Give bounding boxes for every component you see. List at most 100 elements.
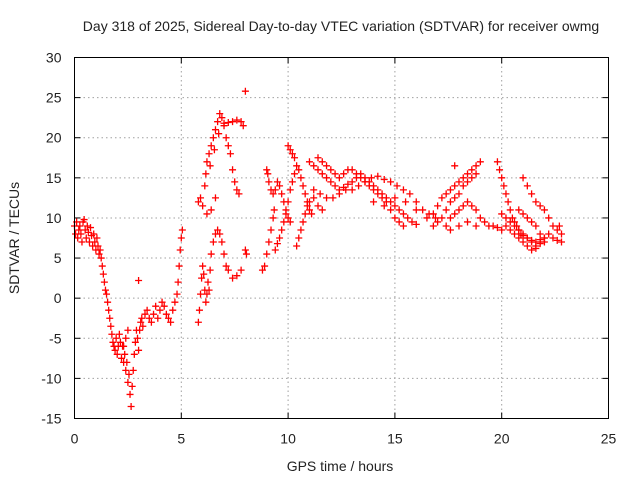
data-point — [271, 246, 279, 254]
data-point — [224, 142, 232, 150]
data-point — [162, 310, 170, 318]
data-point — [229, 166, 237, 174]
data-point — [199, 262, 207, 270]
data-point — [271, 186, 279, 194]
data-point — [519, 230, 527, 238]
data-point — [127, 402, 135, 410]
data-point — [310, 194, 318, 202]
data-point — [323, 194, 331, 202]
data-point — [77, 230, 85, 238]
data-point — [194, 318, 202, 326]
data-point — [446, 214, 454, 222]
data-point — [214, 118, 222, 126]
data-point — [558, 238, 566, 246]
data-point — [242, 250, 250, 258]
data-point — [206, 266, 214, 274]
data-point — [215, 130, 223, 138]
data-point — [207, 250, 215, 258]
data-point — [481, 218, 489, 226]
data-point — [329, 194, 337, 202]
data-point — [201, 182, 209, 190]
data-point — [143, 306, 151, 314]
y-tick-label: 30 — [46, 50, 62, 66]
data-point — [340, 170, 348, 178]
data-point — [211, 194, 219, 202]
data-point — [222, 134, 230, 142]
data-point — [555, 222, 563, 230]
data-point — [75, 226, 83, 234]
data-point — [141, 310, 149, 318]
data-point — [357, 174, 365, 182]
data-point — [549, 234, 557, 242]
data-point — [446, 198, 454, 206]
data-point — [382, 198, 390, 206]
data-point — [464, 198, 472, 206]
data-point — [472, 170, 480, 178]
data-point — [160, 302, 168, 310]
data-point — [205, 150, 213, 158]
data-point — [429, 222, 437, 230]
data-point — [197, 194, 205, 202]
data-point — [199, 202, 207, 210]
data-point — [438, 194, 446, 202]
x-tick-label: 20 — [494, 431, 510, 447]
data-point — [233, 116, 241, 124]
data-point — [295, 234, 303, 242]
data-point — [438, 214, 446, 222]
data-point — [528, 246, 536, 254]
data-point — [310, 162, 318, 170]
data-point — [464, 170, 472, 178]
data-point — [393, 182, 401, 190]
data-point — [291, 154, 299, 162]
data-point — [508, 214, 516, 222]
data-point — [370, 198, 378, 206]
data-point — [269, 214, 277, 222]
data-point — [258, 266, 266, 274]
data-point — [476, 158, 484, 166]
data-point — [109, 338, 117, 346]
data-point — [80, 216, 88, 224]
data-point — [352, 170, 360, 178]
data-point — [323, 174, 331, 182]
data-point — [95, 250, 103, 258]
data-point — [209, 134, 217, 142]
data-point — [237, 118, 245, 126]
data-point — [408, 218, 416, 226]
data-point — [498, 174, 506, 182]
data-point — [423, 214, 431, 222]
data-point — [145, 314, 153, 322]
data-point — [391, 194, 399, 202]
data-point — [395, 218, 403, 226]
data-point — [489, 222, 497, 230]
data-point — [113, 350, 121, 358]
data-point — [395, 206, 403, 214]
data-point — [308, 210, 316, 218]
data-point — [171, 298, 179, 306]
data-point — [150, 310, 158, 318]
data-point — [216, 230, 224, 238]
data-point — [284, 142, 292, 150]
data-point — [344, 180, 352, 188]
data-point — [511, 230, 519, 238]
data-point — [138, 314, 146, 322]
data-point — [429, 210, 437, 218]
data-point — [412, 220, 420, 228]
data-point — [305, 158, 313, 166]
data-point — [498, 226, 506, 234]
data-point — [222, 262, 230, 270]
data-point — [468, 174, 476, 182]
data-point — [286, 146, 294, 154]
data-point — [194, 198, 202, 206]
data-point — [76, 222, 84, 230]
data-point — [472, 162, 480, 170]
data-point — [335, 190, 343, 198]
data-point — [173, 290, 181, 298]
data-point — [442, 222, 450, 230]
data-point — [314, 154, 322, 162]
data-point — [493, 158, 501, 166]
data-point — [91, 238, 99, 246]
data-point — [99, 270, 107, 278]
data-point — [218, 114, 226, 122]
data-point — [419, 206, 427, 214]
data-point — [305, 198, 313, 206]
